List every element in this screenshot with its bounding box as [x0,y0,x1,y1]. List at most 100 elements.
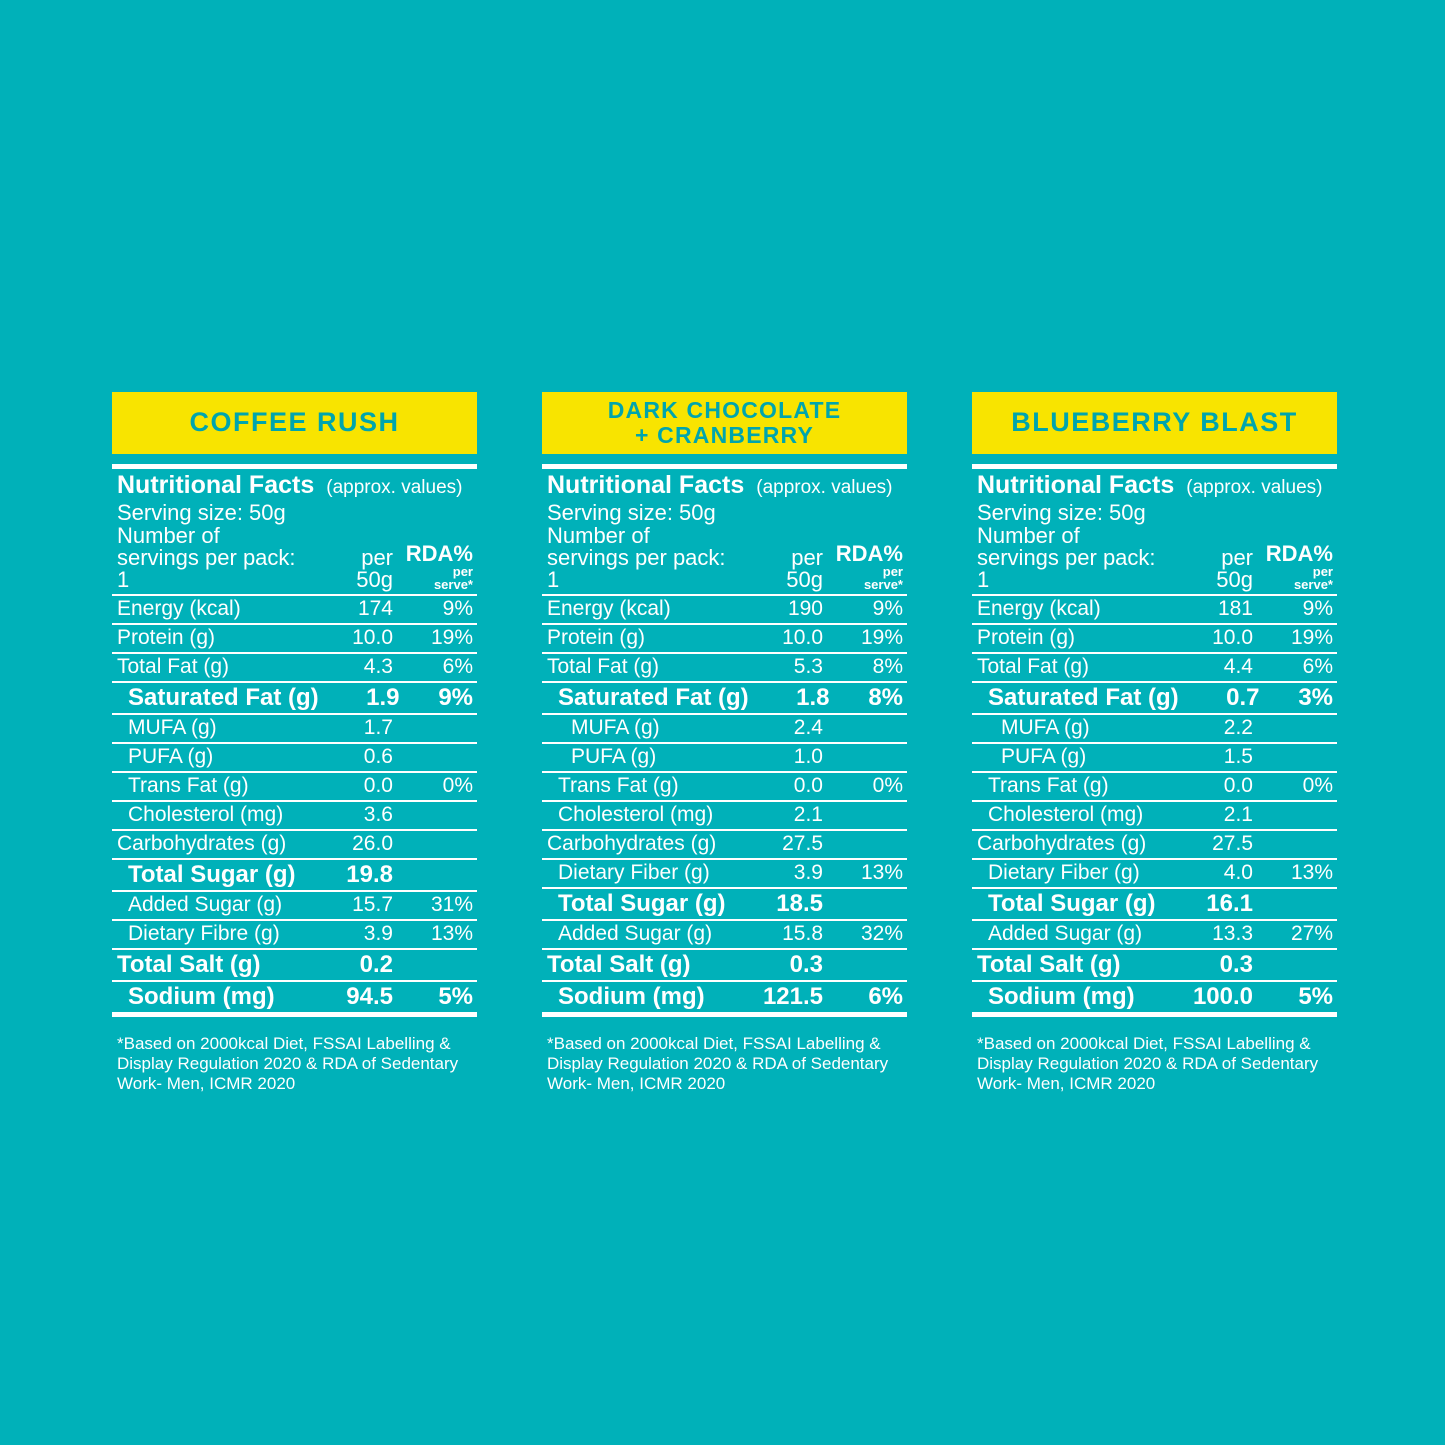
row-label: Cholesterol (mg) [988,803,1144,827]
table-row: Total Sugar (g) 18.5 [542,886,907,919]
table-row: Total Fat (g) 4.4 6% [972,651,1337,681]
per-50g-label: 50g [786,566,823,592]
row-rda: 13% [430,922,473,946]
rda-column-header: RDA% per serve* [823,540,903,591]
rda-column-header: RDA% per serve* [393,542,473,592]
table-row: Total Salt (g) 0.3 [972,947,1337,980]
table-row: Trans Fat (g) 0.0 0% [972,770,1337,800]
table-row: Added Sugar (g) 13.3 27% [972,918,1337,948]
approx-values-label: (approx. values) [756,477,893,498]
row-value: 190 [787,597,823,621]
row-rda: 9% [442,597,473,621]
nutrition-card: COFFEE RUSH Nutritional Facts (approx. val… [112,392,477,1095]
row-label: MUFA (g) [128,716,217,740]
row-value: 26.0 [352,832,393,856]
nutritional-facts-row: Nutritional Facts (approx. values) [972,471,1337,500]
row-label: Total Fat (g) [117,655,230,679]
row-label: Saturated Fat (g) [558,683,749,711]
row-value: 2.4 [793,716,823,740]
row-value: 0.2 [359,950,393,978]
row-label: Protein (g) [547,626,646,650]
row-label: Added Sugar (g) [558,922,713,946]
table-row: Added Sugar (g) 15.8 32% [542,918,907,948]
row-value: 13.3 [1212,922,1253,946]
row-rda: 9% [438,683,473,711]
row-label: Total Sugar (g) [988,889,1156,917]
divider-thick [542,464,907,469]
table-row: Carbohydrates (g) 26.0 [112,828,477,858]
row-value: 94.5 [346,982,393,1010]
rda-per-label: per [1312,563,1333,579]
rda-percent-label: RDA% [835,540,903,566]
servings-line: servings per pack: 1 [977,544,1156,592]
row-value: 0.7 [1226,683,1260,711]
row-label: Energy (kcal) [117,597,241,621]
per-50g-column-header: per 50g [1165,544,1253,592]
product-title: COFFEE RUSH [189,407,400,438]
divider-thick [972,464,1337,469]
table-row: MUFA (g) 2.2 [972,712,1337,742]
row-label: Cholesterol (mg) [128,803,284,827]
table-row: Total Salt (g) 0.3 [542,947,907,980]
table-row: Saturated Fat (g) 0.7 3% [972,680,1337,713]
rda-per-label: per [882,563,903,579]
row-label: Trans Fat (g) [128,774,249,798]
approx-values-label: (approx. values) [1186,477,1323,498]
row-value: 19.8 [346,860,393,888]
row-value: 27.5 [782,832,823,856]
row-rda: 13% [860,861,903,885]
product-title: BLUEBERRY BLAST [1011,407,1298,438]
footnote-line: Display Regulation 2020 & RDA of Sedenta… [977,1054,1319,1074]
row-rda: 0% [1302,774,1333,798]
row-label: Total Fat (g) [977,655,1090,679]
table-row: Trans Fat (g) 0.0 0% [542,770,907,800]
row-rda: 9% [872,597,903,621]
rda-serve-label: serve* [433,576,473,592]
row-label: MUFA (g) [571,716,660,740]
nutrition-table: Energy (kcal) 181 9% Protein (g) 10.0 19% Tota… [972,593,1337,1017]
row-rda: 0% [442,774,473,798]
row-value: 4.3 [363,655,393,679]
footnote-line: Work- Men, ICMR 2020 [117,1074,296,1094]
servings-line: Number of [977,522,1080,548]
row-rda: 31% [430,893,473,917]
row-label: Total Salt (g) [977,950,1121,978]
table-row: Total Sugar (g) 19.8 [112,857,477,890]
row-label: Saturated Fat (g) [128,683,319,711]
nutritional-facts-heading: Nutritional Facts [547,471,745,499]
row-rda: 27% [1290,922,1333,946]
product-title-banner: COFFEE RUSH [112,392,477,454]
row-label: Cholesterol (mg) [558,803,714,827]
row-rda: 6% [868,982,903,1010]
product-title: + CRANBERRY [634,422,815,448]
table-row: Added Sugar (g) 15.7 31% [112,889,477,919]
table-row: Saturated Fat (g) 1.8 8% [542,680,907,713]
footnote: *Based on 2000kcal Diet, FSSAI Labelling… [112,1034,477,1095]
table-row: Energy (kcal) 174 9% [112,593,477,623]
table-row: Protein (g) 10.0 19% [542,622,907,652]
serving-size-label: Serving size: 50g [547,499,716,525]
row-label: Protein (g) [977,626,1076,650]
table-row: Dietary Fiber (g) 3.9 13% [542,857,907,887]
table-row: Dietary Fiber (g) 4.0 13% [972,857,1337,887]
row-rda: 3% [1298,683,1333,711]
row-rda: 6% [1302,655,1333,679]
row-rda: 8% [872,655,903,679]
product-title-banner: DARK CHOCOLATE + CRANBERRY [542,392,907,454]
row-value: 174 [357,597,393,621]
serving-size-label: Serving size: 50g [977,499,1146,525]
per-label: per [1221,544,1253,570]
row-label: Saturated Fat (g) [988,683,1179,711]
row-value: 0.0 [793,774,823,798]
row-value: 16.1 [1206,889,1253,917]
row-rda: 19% [1290,626,1333,650]
per-50g-label: 50g [1216,566,1253,592]
row-label: Total Salt (g) [547,950,691,978]
row-value: 15.7 [352,893,393,917]
row-label: Total Fat (g) [547,655,660,679]
serving-size-label: Serving size: 50g [117,499,286,525]
row-label: Dietary Fiber (g) [558,861,710,885]
row-label: Total Sugar (g) [558,889,726,917]
per-50g-column-header: per 50g [305,546,393,591]
footnote-line: *Based on 2000kcal Diet, FSSAI Labelling… [117,1033,451,1053]
